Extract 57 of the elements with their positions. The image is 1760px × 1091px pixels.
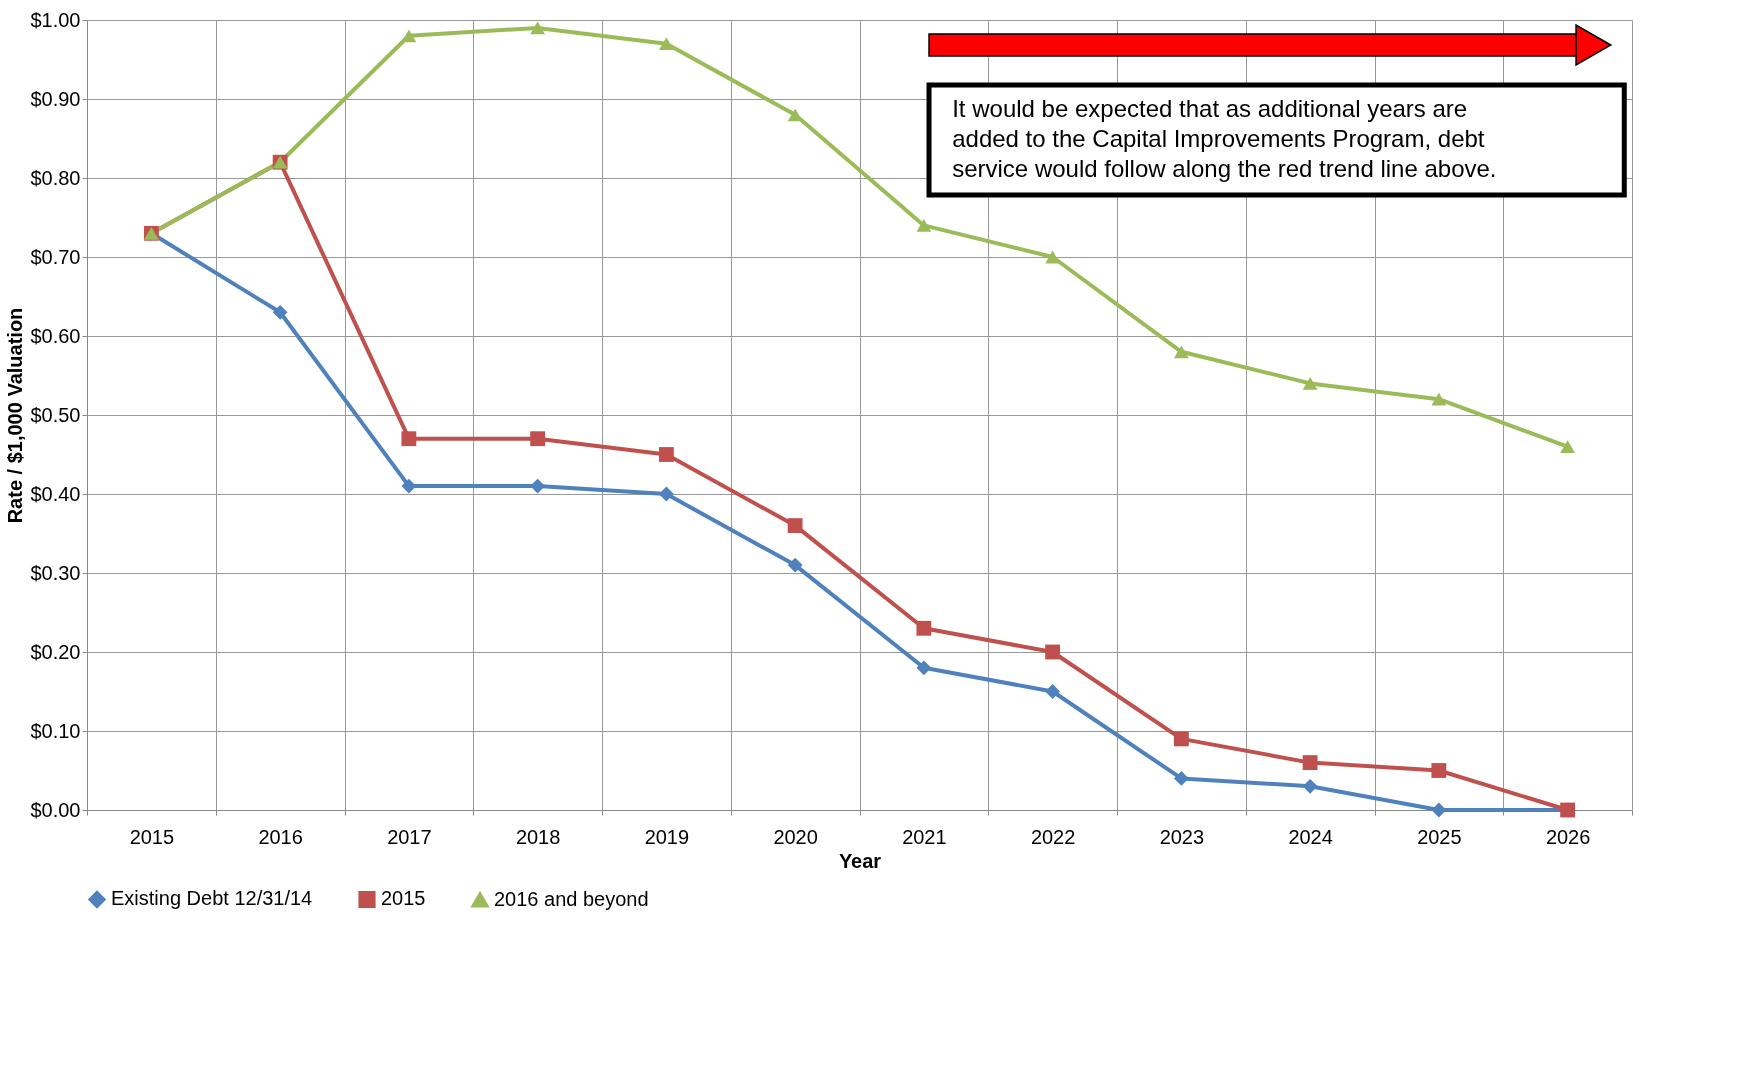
point [1302, 376, 1318, 390]
point [916, 660, 932, 676]
x-tick-label: 2016 [258, 825, 303, 848]
y-tick-label: $0.30 [30, 561, 81, 584]
point [1302, 755, 1318, 771]
y-tick-label: $0.20 [30, 640, 81, 663]
y-tick-label: $1.00 [30, 8, 81, 31]
legend-label: 2015 [381, 887, 426, 910]
point [787, 557, 803, 573]
legend-label: 2016 and beyond [494, 887, 649, 910]
legend-label: Existing Debt 12/31/14 [111, 887, 313, 910]
x-tick-label: 2018 [515, 825, 561, 848]
point [1431, 392, 1447, 406]
y-tick-label: $0.50 [30, 403, 81, 426]
point [1045, 250, 1061, 264]
point [658, 447, 674, 462]
y-tick-label: $0.80 [30, 166, 81, 189]
point [658, 486, 674, 502]
point [1431, 802, 1447, 818]
point [916, 620, 932, 636]
point [787, 518, 803, 534]
point [1302, 778, 1318, 794]
point [1173, 345, 1189, 359]
point [401, 478, 417, 494]
y-tick-label: $0.70 [30, 245, 81, 268]
point [401, 431, 417, 447]
x-tick-label: 2026 [1545, 825, 1591, 848]
annotation: It would be expected that as additional years are added to the Capital Improvements Program, debt service would follow along the red trend line above. [952, 95, 1497, 182]
point [272, 304, 288, 320]
point [1173, 731, 1189, 747]
point [1045, 644, 1061, 660]
point [1173, 770, 1189, 786]
y-tick-label: $0.90 [30, 87, 81, 110]
x-tick-label: 2015 [129, 825, 175, 848]
point [916, 218, 932, 232]
x-tick-label: 2023 [1159, 825, 1205, 848]
point [1560, 440, 1576, 454]
x-tick-label: 2020 [773, 825, 818, 848]
x-tick-label: 2022 [1030, 825, 1076, 848]
x-tick-label: 2025 [1417, 825, 1462, 848]
point [530, 478, 546, 494]
point [401, 29, 417, 43]
point [658, 37, 674, 51]
point [530, 431, 546, 447]
y-tick-label: $0.10 [30, 719, 81, 742]
x-tick-label: 2024 [1288, 825, 1333, 848]
x-tick-label: 2019 [644, 825, 690, 848]
point [1045, 684, 1061, 699]
y-axis-title: Rate / $1,000 Valuation [4, 307, 27, 524]
x-tick-label: 2017 [387, 825, 432, 848]
y-tick-label: $0.00 [30, 798, 81, 821]
y-tick-label: $0.60 [30, 324, 81, 347]
x-tick-label: 2021 [902, 825, 947, 848]
y-tick-label: $0.40 [30, 482, 81, 505]
x-axis-title: Year [838, 849, 882, 872]
point [530, 21, 546, 35]
point [1431, 763, 1447, 778]
